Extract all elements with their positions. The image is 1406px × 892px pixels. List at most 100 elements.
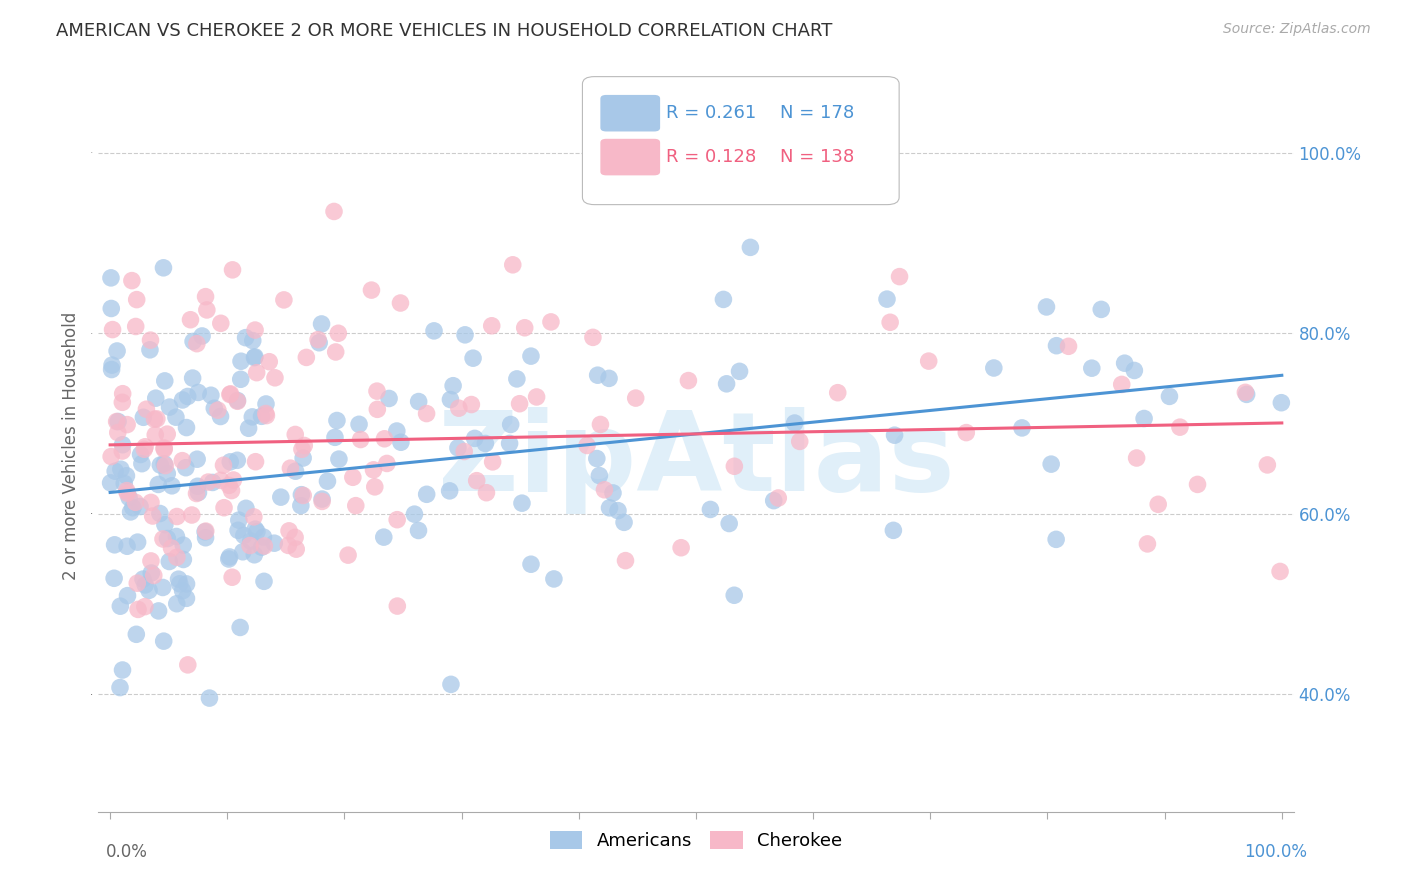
Point <box>602 486 624 500</box>
Point <box>187 485 209 500</box>
Point <box>127 602 149 616</box>
Point <box>290 488 312 502</box>
Point <box>593 483 616 497</box>
Point <box>328 452 350 467</box>
Point <box>194 524 217 539</box>
Point <box>152 581 174 595</box>
Point <box>245 455 267 469</box>
Text: R = 0.128: R = 0.128 <box>666 148 756 166</box>
Point <box>586 368 609 383</box>
Point <box>115 483 138 498</box>
Point <box>156 427 179 442</box>
Point <box>226 453 249 467</box>
Point <box>250 540 273 554</box>
Point <box>1168 420 1191 434</box>
Point <box>172 453 194 467</box>
Point <box>134 440 156 454</box>
Point <box>699 502 721 516</box>
Point <box>366 384 388 398</box>
Point <box>284 464 307 478</box>
Point <box>145 391 167 405</box>
Point <box>165 529 187 543</box>
Point <box>111 444 134 458</box>
Point <box>385 424 408 438</box>
Text: ZipAtlas: ZipAtlas <box>437 407 955 514</box>
Point <box>285 542 308 557</box>
Point <box>219 455 242 469</box>
Point <box>139 554 162 568</box>
Point <box>599 500 621 515</box>
Point <box>138 583 160 598</box>
Point <box>103 571 125 585</box>
Point <box>127 576 149 591</box>
Point <box>159 400 181 414</box>
Point <box>221 570 243 584</box>
Point <box>364 480 387 494</box>
Point <box>181 371 204 385</box>
Point <box>143 428 166 442</box>
Point <box>499 417 522 432</box>
Point <box>378 392 401 406</box>
Point <box>325 345 347 359</box>
Point <box>115 539 138 553</box>
Point <box>1256 458 1278 472</box>
Point <box>186 452 208 467</box>
Point <box>243 350 266 364</box>
Point <box>221 263 243 277</box>
Point <box>983 361 1005 376</box>
Point <box>408 524 430 538</box>
Point <box>607 503 630 517</box>
Point <box>166 509 188 524</box>
Point <box>1111 377 1133 392</box>
Point <box>176 577 198 591</box>
Point <box>221 483 243 498</box>
Point <box>153 457 176 471</box>
Point <box>101 358 124 372</box>
Point <box>498 436 520 450</box>
Point <box>139 333 162 347</box>
Point <box>209 474 232 488</box>
Point <box>240 409 263 424</box>
Point <box>157 555 180 569</box>
Point <box>135 402 157 417</box>
Point <box>882 524 904 538</box>
Point <box>105 415 128 429</box>
Point <box>291 442 314 457</box>
Point <box>373 432 395 446</box>
Point <box>254 407 277 421</box>
Point <box>598 371 620 385</box>
Point <box>876 292 898 306</box>
Point <box>243 351 266 365</box>
Point <box>146 412 169 426</box>
Point <box>194 290 217 304</box>
Point <box>513 320 536 334</box>
Point <box>129 448 152 462</box>
Point <box>510 496 533 510</box>
Point <box>239 534 262 549</box>
Point <box>292 438 315 452</box>
Point <box>243 323 266 337</box>
Point <box>439 392 461 407</box>
Point <box>253 574 276 589</box>
Point <box>360 283 382 297</box>
Point <box>280 461 302 475</box>
Point <box>284 427 307 442</box>
Point <box>152 532 174 546</box>
Point <box>152 634 174 648</box>
Point <box>253 539 276 553</box>
Point <box>218 478 240 492</box>
Point <box>117 486 139 500</box>
Point <box>219 387 242 401</box>
Point <box>229 620 252 634</box>
Point <box>347 417 370 432</box>
Point <box>250 409 273 424</box>
Point <box>103 538 125 552</box>
Point <box>415 407 437 421</box>
Point <box>408 394 430 409</box>
Point <box>172 392 194 407</box>
Text: N = 138: N = 138 <box>779 148 853 166</box>
Point <box>121 500 143 515</box>
Point <box>1147 497 1170 511</box>
Point <box>179 312 201 326</box>
Point <box>186 486 208 500</box>
